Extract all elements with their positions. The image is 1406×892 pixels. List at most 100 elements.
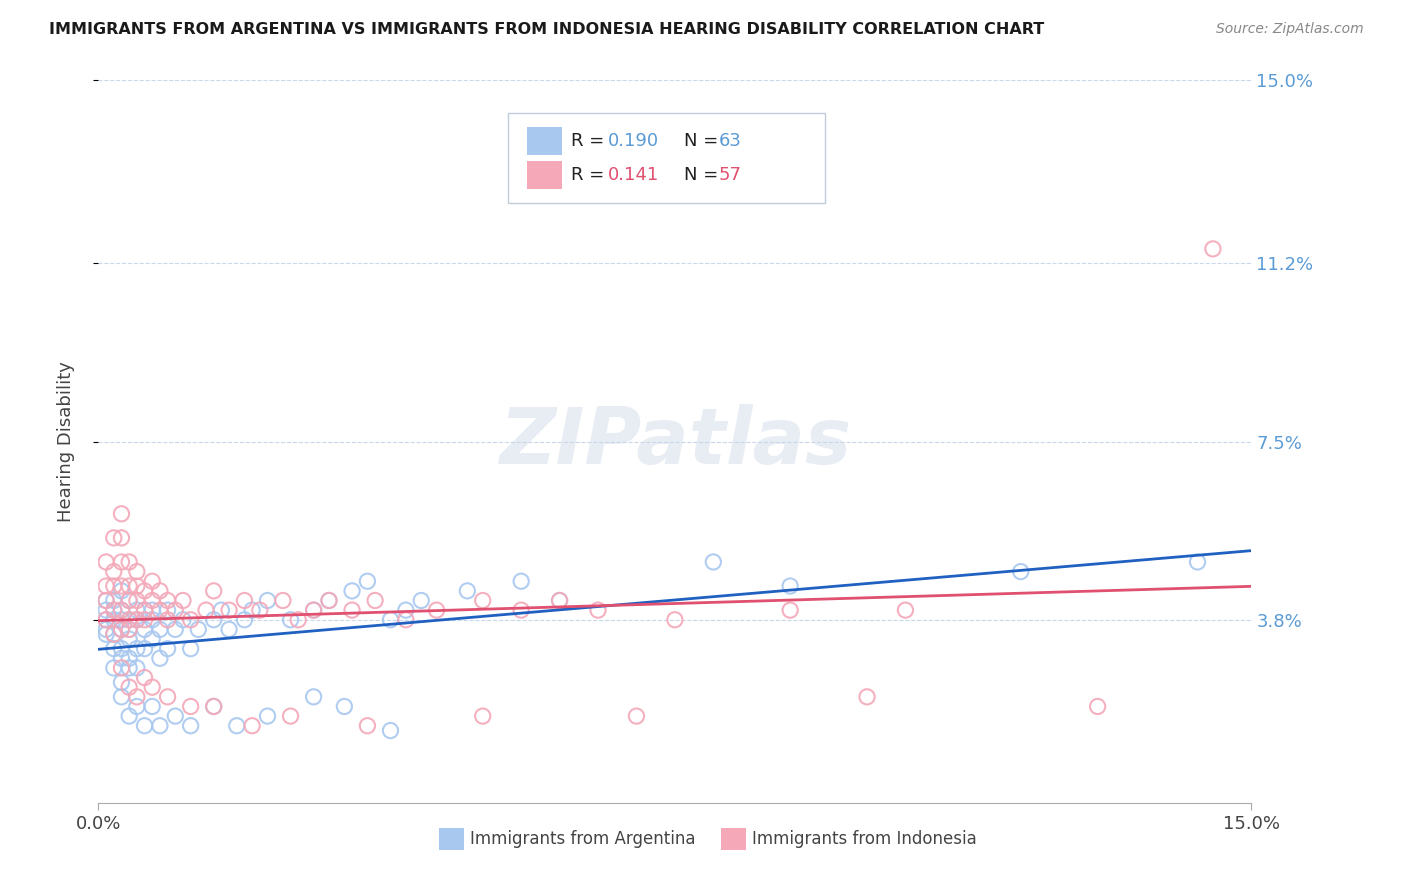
Point bbox=[1187, 555, 1209, 569]
Point bbox=[110, 690, 132, 704]
Point bbox=[271, 593, 294, 607]
Text: Source: ZipAtlas.com: Source: ZipAtlas.com bbox=[1216, 22, 1364, 37]
Point bbox=[187, 623, 209, 637]
Point bbox=[110, 579, 132, 593]
Point bbox=[856, 690, 879, 704]
Point bbox=[280, 709, 302, 723]
Point bbox=[356, 719, 378, 733]
Point bbox=[125, 593, 148, 607]
Point bbox=[779, 603, 801, 617]
Point bbox=[256, 593, 278, 607]
Point bbox=[141, 593, 163, 607]
Point bbox=[302, 603, 325, 617]
Point bbox=[103, 641, 125, 656]
Point bbox=[110, 507, 132, 521]
Point bbox=[110, 531, 132, 545]
Point bbox=[426, 603, 449, 617]
Point bbox=[779, 579, 801, 593]
Text: R =: R = bbox=[571, 166, 610, 184]
Point bbox=[94, 627, 117, 641]
Point bbox=[202, 699, 225, 714]
Text: 0.141: 0.141 bbox=[607, 166, 659, 184]
Point bbox=[240, 719, 263, 733]
Point bbox=[894, 603, 917, 617]
Point bbox=[1202, 242, 1225, 256]
Point bbox=[149, 583, 172, 598]
Point bbox=[103, 603, 125, 617]
Text: Immigrants from Argentina: Immigrants from Argentina bbox=[470, 830, 695, 848]
Point bbox=[333, 699, 356, 714]
Point bbox=[141, 699, 163, 714]
Point bbox=[156, 641, 179, 656]
Point bbox=[548, 593, 571, 607]
Point bbox=[302, 690, 325, 704]
Point bbox=[302, 603, 325, 617]
Point bbox=[110, 583, 132, 598]
Point bbox=[202, 583, 225, 598]
Point bbox=[125, 613, 148, 627]
Point bbox=[180, 699, 202, 714]
FancyBboxPatch shape bbox=[721, 828, 747, 850]
Point bbox=[94, 623, 117, 637]
Point bbox=[94, 555, 117, 569]
Point bbox=[340, 603, 363, 617]
Point bbox=[94, 613, 117, 627]
Point bbox=[125, 641, 148, 656]
Point bbox=[103, 627, 125, 641]
Point bbox=[110, 651, 132, 665]
Point bbox=[110, 675, 132, 690]
Y-axis label: Hearing Disability: Hearing Disability bbox=[56, 361, 75, 522]
Point bbox=[510, 574, 533, 589]
Point bbox=[702, 555, 724, 569]
Point bbox=[149, 623, 172, 637]
Point bbox=[180, 641, 202, 656]
Point bbox=[180, 719, 202, 733]
Point bbox=[118, 661, 141, 675]
Point bbox=[233, 593, 256, 607]
Point bbox=[172, 593, 194, 607]
Point bbox=[202, 699, 225, 714]
Point bbox=[172, 613, 194, 627]
Point bbox=[118, 709, 141, 723]
Point bbox=[156, 613, 179, 627]
Point bbox=[110, 555, 132, 569]
Point bbox=[103, 531, 125, 545]
Point bbox=[149, 603, 172, 617]
Point bbox=[118, 555, 141, 569]
Point bbox=[125, 690, 148, 704]
Point bbox=[156, 603, 179, 617]
Point bbox=[380, 613, 402, 627]
Text: ZIPatlas: ZIPatlas bbox=[499, 403, 851, 480]
Point bbox=[94, 593, 117, 607]
Point bbox=[94, 593, 117, 607]
Point bbox=[165, 623, 187, 637]
Point bbox=[380, 723, 402, 738]
Point bbox=[225, 719, 247, 733]
Point bbox=[141, 680, 163, 694]
Point bbox=[195, 603, 218, 617]
Point bbox=[218, 603, 240, 617]
Point bbox=[103, 593, 125, 607]
Point bbox=[165, 709, 187, 723]
Point bbox=[586, 603, 609, 617]
Point bbox=[149, 651, 172, 665]
Point bbox=[395, 603, 418, 617]
Point bbox=[134, 719, 156, 733]
Point bbox=[118, 593, 141, 607]
Point bbox=[118, 579, 141, 593]
Point bbox=[110, 603, 132, 617]
Point bbox=[94, 603, 117, 617]
Point bbox=[548, 593, 571, 607]
Point bbox=[318, 593, 340, 607]
Point bbox=[125, 603, 148, 617]
Text: 0.190: 0.190 bbox=[607, 132, 659, 150]
Point bbox=[103, 627, 125, 641]
Point bbox=[156, 690, 179, 704]
Point bbox=[364, 593, 387, 607]
Point bbox=[103, 661, 125, 675]
Point bbox=[118, 632, 141, 646]
Text: Immigrants from Indonesia: Immigrants from Indonesia bbox=[752, 830, 977, 848]
Text: N =: N = bbox=[685, 166, 724, 184]
Point bbox=[125, 565, 148, 579]
Point bbox=[118, 613, 141, 627]
